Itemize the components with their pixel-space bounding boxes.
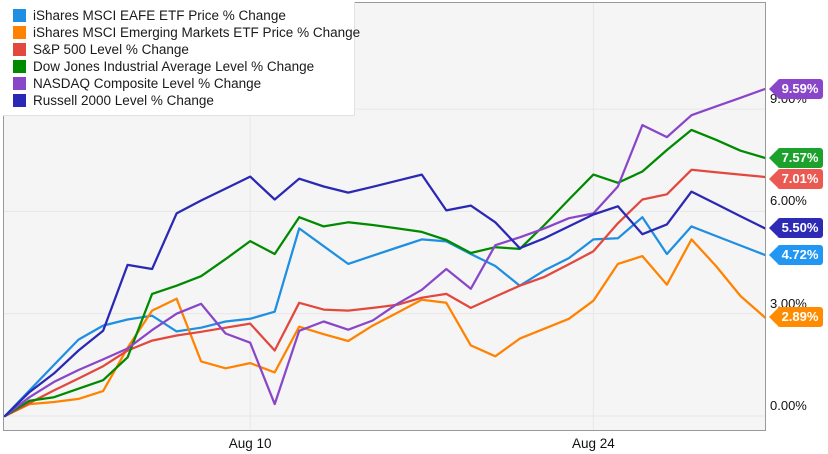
plot-border <box>3 2 766 431</box>
legend-label: Dow Jones Industrial Average Level % Cha… <box>33 59 315 74</box>
end-badge-spx: 7.01% <box>769 168 823 189</box>
end-badge-dow: 7.57% <box>769 147 823 168</box>
legend-label: iShares MSCI Emerging Markets ETF Price … <box>33 25 361 40</box>
series-line-eem[interactable] <box>3 238 767 418</box>
y-axis-label: 3.00% <box>770 295 807 311</box>
end-badge-eem: 2.89% <box>769 307 823 328</box>
legend-item-dow[interactable]: Dow Jones Industrial Average Level % Cha… <box>13 58 346 75</box>
legend-swatch-dow <box>13 60 26 73</box>
legend-label: NASDAQ Composite Level % Change <box>33 76 262 91</box>
series-line-eafe[interactable] <box>3 216 767 418</box>
badge-arrow-icon <box>769 170 777 187</box>
x-axis-label: Aug 10 <box>228 436 272 451</box>
legend-item-nasdaq[interactable]: NASDAQ Composite Level % Change <box>13 75 346 92</box>
legend-item-eem[interactable]: iShares MSCI Emerging Markets ETF Price … <box>13 24 360 41</box>
legend-label: Russell 2000 Level % Change <box>33 93 214 108</box>
end-badge-eafe: 4.72% <box>769 245 823 266</box>
badge-arrow-icon <box>769 149 777 166</box>
legend-swatch-russell <box>13 94 26 107</box>
badge-arrow-icon <box>769 220 777 237</box>
badge-arrow-icon <box>769 247 777 264</box>
legend-item-russell[interactable]: Russell 2000 Level % Change <box>13 92 346 109</box>
y-axis-label: 6.00% <box>770 193 807 209</box>
badge-arrow-icon <box>769 309 777 326</box>
series-line-nasdaq[interactable] <box>3 87 767 418</box>
end-badge-russell: 5.50% <box>769 218 823 239</box>
legend-swatch-nasdaq <box>13 77 26 90</box>
y-axis-label: 0.00% <box>770 398 807 413</box>
badge-arrow-icon <box>769 80 777 97</box>
legend-swatch-eem <box>13 26 26 39</box>
legend-item-eafe[interactable]: iShares MSCI EAFE ETF Price % Change <box>13 7 346 24</box>
x-axis-label: Aug 24 <box>571 436 615 451</box>
legend-label: iShares MSCI EAFE ETF Price % Change <box>33 8 286 23</box>
legend-item-spx[interactable]: S&P 500 Level % Change <box>13 41 346 58</box>
end-badge-nasdaq: 9.59% <box>769 78 823 99</box>
legend-swatch-spx <box>13 43 26 56</box>
legend: iShares MSCI EAFE ETF Price % Change iSha… <box>3 2 360 116</box>
legend-label: S&P 500 Level % Change <box>33 42 189 57</box>
legend-swatch-eafe <box>13 9 26 22</box>
series-line-russell[interactable] <box>3 173 767 418</box>
